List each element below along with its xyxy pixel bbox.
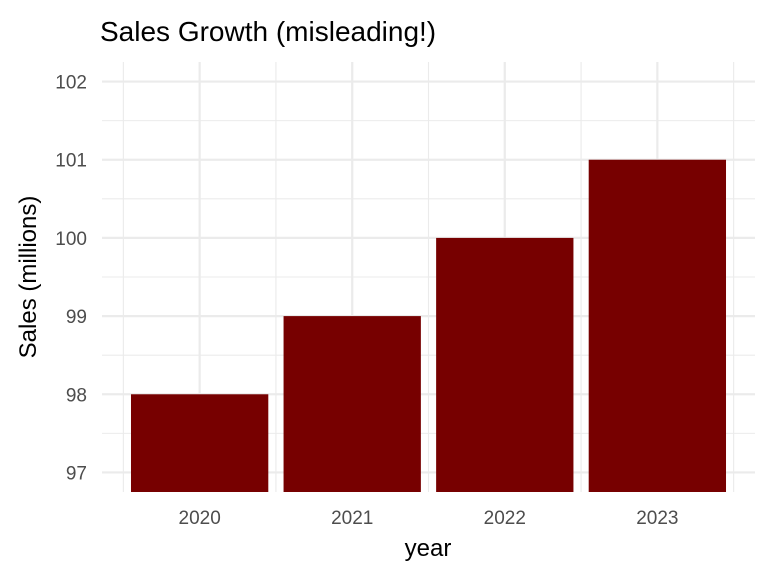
y-tick-label: 98	[66, 385, 87, 406]
bar-2023	[588, 159, 727, 492]
x-axis-label: year	[405, 535, 452, 562]
y-tick-label: 101	[55, 151, 87, 172]
x-tick-label: 2022	[484, 508, 526, 529]
chart-title: Sales Growth (misleading!)	[100, 16, 436, 47]
bars	[130, 159, 727, 492]
y-tick-label: 100	[55, 229, 87, 250]
bar-2022	[436, 237, 574, 492]
x-tick-labels: 2020 2021 2022 2023	[179, 508, 679, 529]
x-tick-label: 2021	[331, 508, 373, 529]
y-tick-labels: 97 98 99 100 101 102	[55, 73, 87, 485]
x-tick-label: 2023	[636, 508, 678, 529]
y-axis-label: Sales (millions)	[15, 196, 42, 359]
x-tick-label: 2020	[179, 508, 221, 529]
y-tick-label: 97	[66, 463, 87, 484]
bar-2020	[130, 394, 269, 492]
y-tick-label: 102	[55, 73, 87, 94]
y-tick-label: 99	[66, 307, 87, 328]
bar-2021	[283, 316, 421, 492]
